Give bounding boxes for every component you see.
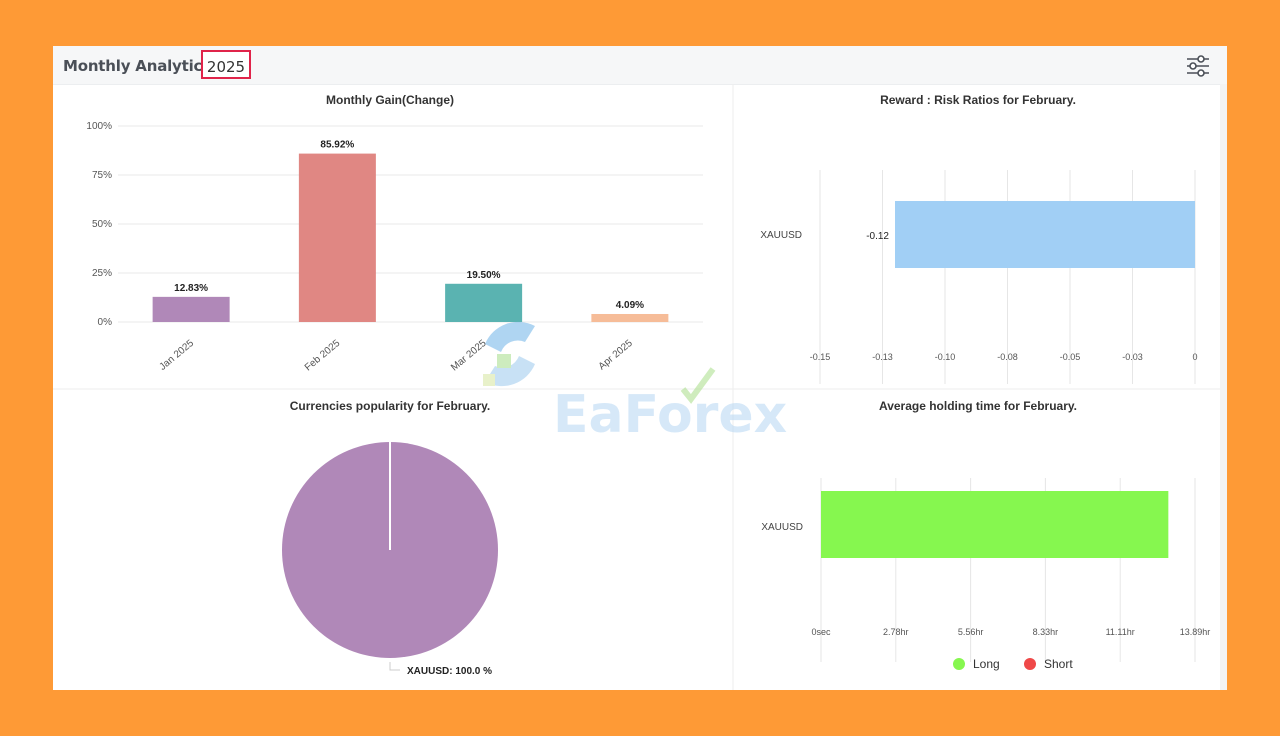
- gain-xtick-label: Apr 2025: [597, 338, 635, 373]
- gain-ytick-label: 25%: [92, 268, 112, 279]
- rr-xtick-label: -0.05: [1060, 352, 1081, 362]
- hold-bar-long[interactable]: [821, 491, 1169, 558]
- rr-xtick-label: -0.08: [997, 352, 1018, 362]
- hold-category-label: XAUUSD: [761, 522, 803, 533]
- year-value: 2025: [206, 58, 246, 76]
- holding-time-title: Average holding time for February.: [879, 399, 1077, 413]
- hold-xtick-label: 0sec: [811, 627, 831, 637]
- reward-risk-chart: -0.15 -0.13 -0.10 -0.08 -0.05 -0.03 0 -0.12 XAUU…: [760, 170, 1198, 384]
- gain-bar[interactable]: [298, 153, 376, 322]
- rr-xtick-label: -0.13: [872, 352, 893, 362]
- legend-marker-long[interactable]: [953, 658, 965, 670]
- scrollbar-track[interactable]: [1220, 84, 1227, 690]
- gain-ytick-label: 0%: [98, 317, 113, 328]
- pie-label-connector: [389, 662, 400, 671]
- rr-bar[interactable]: [895, 201, 1195, 268]
- rr-category-label: XAUUSD: [760, 230, 802, 241]
- monthly-gain-chart: 100% 75% 50% 25% 0% 12.83% Jan 2025 85.92% Feb 2…: [86, 121, 703, 373]
- gain-bar[interactable]: [591, 313, 669, 322]
- eaforex-watermark: EaForex: [483, 321, 787, 445]
- gain-ytick-label: 100%: [86, 121, 112, 132]
- hold-xtick-label: 8.33hr: [1033, 627, 1059, 637]
- reward-risk-title: Reward : Risk Ratios for February.: [880, 93, 1076, 107]
- year-selector[interactable]: 2025: [201, 50, 251, 79]
- legend-marker-short[interactable]: [1024, 658, 1036, 670]
- gain-bar[interactable]: [445, 283, 523, 322]
- watermark-text: EaForex: [553, 385, 787, 445]
- gain-bar[interactable]: [152, 296, 230, 322]
- holding-time-chart: 0sec 2.78hr 5.56hr 8.33hr 11.11hr 13.89hr XAUU…: [761, 478, 1210, 671]
- hold-xtick-label: 11.11hr: [1106, 627, 1135, 637]
- gain-data-label: 4.09%: [616, 300, 644, 311]
- pie-data-label: XAUUSD: 100.0 %: [407, 666, 492, 677]
- eaforex-logo-icon: [483, 321, 535, 387]
- gain-data-label: 19.50%: [467, 270, 501, 281]
- currencies-pie-chart: XAUUSD: 100.0 %: [282, 442, 498, 677]
- monthly-gain-title: Monthly Gain(Change): [326, 93, 454, 107]
- panel-title: Monthly Analytics: [63, 57, 211, 75]
- gain-data-label: 12.83%: [174, 283, 208, 294]
- rr-xtick-label: -0.03: [1122, 352, 1143, 362]
- rr-data-label: -0.12: [866, 231, 889, 242]
- panel-header: Monthly Analytics 2025: [53, 46, 1227, 85]
- rr-xtick-label: 0: [1192, 352, 1197, 362]
- legend-label-short[interactable]: Short: [1044, 657, 1073, 671]
- sliders-icon[interactable]: [1186, 55, 1210, 77]
- rr-xtick-label: -0.15: [810, 352, 831, 362]
- gain-ytick-label: 50%: [92, 219, 112, 230]
- hold-xtick-label: 5.56hr: [958, 627, 984, 637]
- rr-xtick-label: -0.10: [935, 352, 956, 362]
- legend-label-long[interactable]: Long: [973, 657, 1000, 671]
- gain-xtick-label: Jan 2025: [157, 338, 196, 373]
- gain-ytick-label: 75%: [92, 170, 112, 181]
- gain-data-label: 85.92%: [320, 140, 354, 151]
- currencies-popularity-title: Currencies popularity for February.: [290, 399, 491, 413]
- charts-area: Monthly Gain(Change) Reward : Risk Ratio…: [53, 84, 1220, 690]
- hold-xtick-label: 2.78hr: [883, 627, 909, 637]
- hold-xtick-label: 13.89hr: [1180, 627, 1211, 637]
- gain-xtick-label: Feb 2025: [303, 338, 343, 374]
- gain-xtick-label: Mar 2025: [449, 338, 489, 374]
- monthly-analytics-panel: Monthly Analytics 2025 Monthly Gain(Chan…: [53, 46, 1227, 690]
